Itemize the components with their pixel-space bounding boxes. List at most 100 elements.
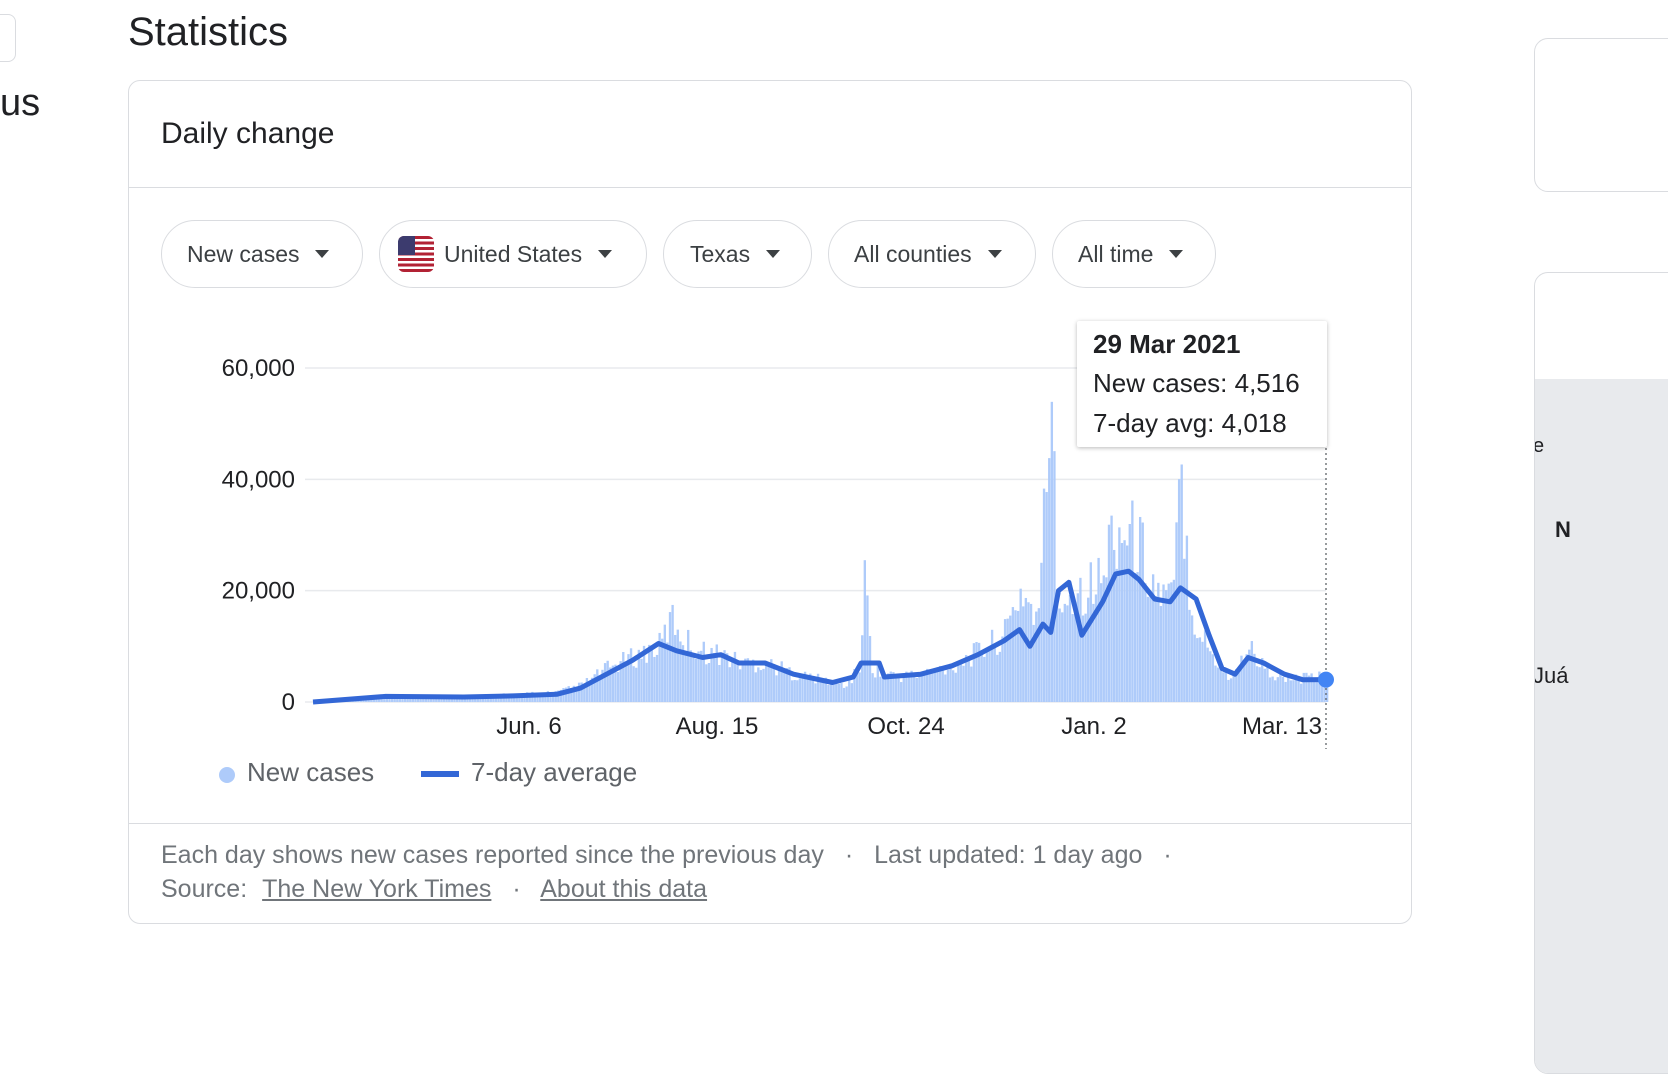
bar-new-cases — [760, 670, 762, 702]
bar-new-cases — [664, 625, 666, 702]
bar-new-cases — [666, 643, 668, 702]
bar-new-cases — [1316, 680, 1318, 702]
bar-new-cases — [622, 652, 624, 702]
bar-new-cases — [874, 677, 876, 702]
y-tick-label: 0 — [282, 689, 295, 716]
bar-new-cases — [1251, 641, 1253, 702]
x-tick-label: Jan. 2 — [1061, 713, 1126, 740]
bar-new-cases — [596, 669, 598, 702]
bar-new-cases — [1131, 501, 1133, 702]
bar-new-cases — [1266, 664, 1268, 702]
bar-new-cases — [1290, 680, 1292, 702]
map-label: Juá — [1534, 663, 1568, 689]
bar-new-cases — [957, 664, 959, 702]
bar-new-cases — [801, 675, 803, 702]
bar-new-cases — [856, 673, 858, 702]
bar-new-cases — [731, 661, 733, 702]
bar-new-cases — [897, 677, 899, 702]
bar-new-cases — [1090, 562, 1092, 702]
bar-new-cases — [1134, 573, 1136, 702]
bar-new-cases — [625, 666, 627, 702]
bar-new-cases — [840, 683, 842, 702]
bar-new-cases — [653, 657, 655, 702]
bar-new-cases — [1079, 578, 1081, 702]
bar-new-cases — [986, 652, 988, 702]
bar-new-cases — [1188, 610, 1190, 702]
bar-new-cases — [671, 605, 673, 702]
x-tick-label: Aug. 15 — [676, 713, 759, 740]
tooltip-seven-day-avg: 7-day avg: 4,018 — [1093, 403, 1311, 443]
bar-new-cases — [796, 680, 798, 702]
bar-new-cases — [908, 677, 910, 702]
bar-new-cases — [807, 678, 809, 702]
bar-new-cases — [729, 667, 731, 702]
bar-new-cases — [604, 663, 606, 702]
bar-new-cases — [871, 673, 873, 702]
bar-new-cases — [1212, 654, 1214, 702]
bar-new-cases — [1214, 666, 1216, 702]
bar-new-cases — [1258, 667, 1260, 702]
bar-new-cases — [718, 665, 720, 702]
bar-new-cases — [1066, 605, 1068, 702]
bar-new-cases — [1277, 677, 1279, 702]
bar-new-cases — [869, 636, 871, 702]
map-label: N — [1555, 517, 1571, 543]
bar-new-cases — [703, 642, 705, 702]
bar-new-cases — [843, 688, 845, 702]
bar-new-cases — [1292, 680, 1294, 702]
bar-new-cases — [996, 655, 998, 702]
bar-new-cases — [749, 663, 751, 702]
bar-new-cases — [1009, 616, 1011, 702]
footer-separator: · — [845, 841, 853, 869]
bar-new-cases — [1058, 609, 1060, 702]
page-title: Statistics — [128, 10, 288, 55]
bar-new-cases — [1142, 523, 1144, 702]
footer-separator: · — [512, 875, 520, 903]
bar-new-cases — [895, 676, 897, 702]
source-link[interactable]: The New York Times — [262, 875, 491, 903]
bar-new-cases — [669, 612, 671, 702]
bar-new-cases — [960, 663, 962, 702]
bar-new-cases — [929, 671, 931, 702]
bar-new-cases — [1264, 669, 1266, 702]
bar-new-cases — [1121, 543, 1123, 702]
bar-new-cases — [1282, 677, 1284, 702]
bar-new-cases — [866, 595, 868, 702]
left-panel-fragment-box — [0, 14, 16, 62]
map-label: e — [1534, 435, 1544, 458]
bar-new-cases — [1136, 572, 1138, 702]
bar-new-cases — [674, 635, 676, 702]
bar-new-cases — [684, 652, 686, 702]
bar-new-cases — [1087, 598, 1089, 702]
bar-new-cases — [775, 675, 777, 702]
bar-new-cases — [1230, 678, 1232, 702]
bar-new-cases — [1155, 596, 1157, 702]
bar-new-cases — [1017, 611, 1019, 702]
bar-new-cases — [975, 642, 977, 702]
bar-new-cases — [827, 685, 829, 702]
bar-new-cases — [1279, 672, 1281, 702]
bar-new-cases — [1243, 663, 1245, 702]
bar-new-cases — [1269, 677, 1271, 702]
bar-new-cases — [794, 680, 796, 702]
bar-new-cases — [617, 672, 619, 702]
bar-new-cases — [949, 664, 951, 702]
bar-new-cases — [607, 661, 609, 702]
bar-new-cases — [1196, 638, 1198, 702]
bar-new-cases — [739, 669, 741, 702]
bar-new-cases — [640, 659, 642, 702]
bar-new-cases — [1199, 637, 1201, 702]
legend-new-cases-label: New cases — [247, 757, 374, 788]
map-fragment[interactable]: e N Juá — [1535, 379, 1668, 1074]
bar-new-cases — [656, 655, 658, 702]
bar-new-cases — [973, 643, 975, 702]
bar-new-cases — [1300, 684, 1302, 702]
about-data-link[interactable]: About this data — [540, 875, 707, 903]
tooltip-new-cases: New cases: 4,516 — [1093, 363, 1311, 403]
bar-new-cases — [692, 655, 694, 702]
bar-new-cases — [1035, 612, 1037, 702]
source-label: Source: — [161, 875, 247, 903]
bar-new-cases — [999, 652, 1001, 702]
bar-new-cases — [812, 679, 814, 702]
bar-new-cases — [773, 664, 775, 702]
